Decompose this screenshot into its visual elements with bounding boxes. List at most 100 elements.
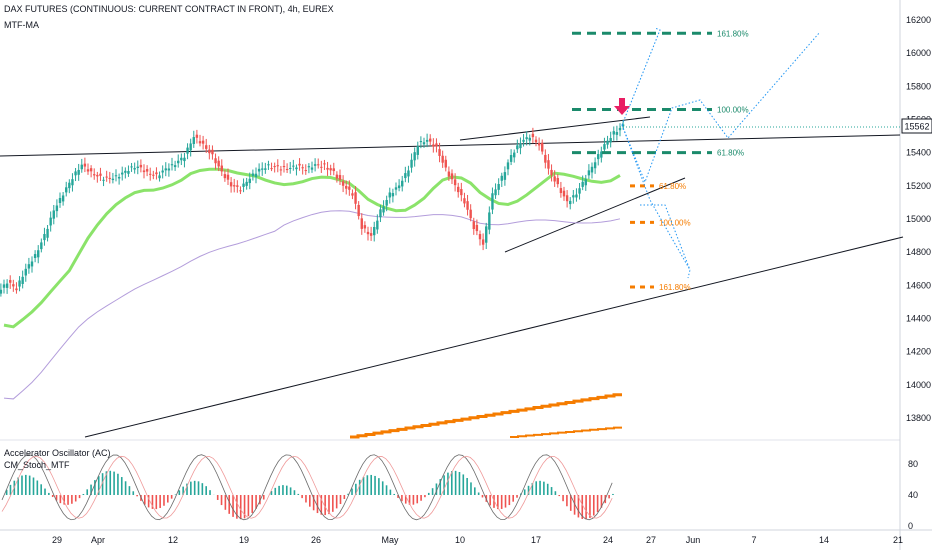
candle-body — [214, 158, 217, 164]
candle-body — [541, 142, 544, 152]
fib-label: 161.80% — [659, 283, 691, 292]
time-tick-label: 21 — [893, 535, 903, 545]
candle-body — [478, 234, 482, 240]
ac-bar — [159, 495, 161, 509]
ac-bar — [124, 481, 127, 495]
candle-body — [282, 165, 286, 168]
trendlines[interactable] — [0, 116, 904, 438]
candle-body — [469, 209, 472, 219]
candle-body — [369, 233, 373, 236]
candle-body — [226, 174, 230, 180]
candle-body — [189, 143, 192, 151]
price-tick-label: 14200 — [906, 347, 931, 357]
candle-body — [615, 132, 619, 135]
ac-bar — [420, 495, 422, 501]
ac-bar — [274, 487, 277, 495]
fib-label: 61.80% — [659, 182, 686, 191]
candle-body — [621, 124, 625, 127]
candle-body — [139, 164, 143, 168]
ac-bar — [385, 485, 388, 495]
candle-body — [345, 186, 348, 189]
ac-bar — [500, 495, 503, 509]
ac-bar — [389, 489, 392, 495]
candle-body — [177, 160, 180, 164]
candle-body — [410, 159, 413, 168]
candle-body — [481, 239, 485, 245]
price-tick-label: 15000 — [906, 214, 931, 224]
projection-path — [621, 124, 691, 279]
candle-body — [236, 185, 239, 187]
candle-body — [33, 254, 37, 258]
ac-bar — [466, 477, 468, 495]
ac-bar — [309, 495, 311, 507]
ac-bar — [408, 495, 411, 505]
candle-body — [354, 192, 357, 204]
candle-body — [121, 172, 124, 175]
ac-bar — [393, 493, 396, 495]
candle-body — [450, 173, 454, 180]
ac-bar — [97, 476, 100, 495]
candle-body — [245, 181, 248, 186]
ac-bar — [285, 485, 288, 495]
candle-body — [441, 155, 444, 163]
projection-paths[interactable] — [621, 27, 821, 279]
oscillator-axis[interactable]: 0 40 80 — [908, 459, 918, 531]
candle-body — [357, 204, 360, 217]
ac-bar — [527, 485, 530, 495]
time-tick-label: Jun — [686, 535, 701, 545]
fib-levels[interactable]: 161.80% 100.00% 61.80% 61.80% 100.00% 161.80% — [572, 29, 749, 292]
time-tick-label: 14 — [819, 535, 829, 545]
candle-body — [382, 206, 385, 213]
candle-body — [77, 169, 80, 175]
time-tick-label: 10 — [455, 535, 465, 545]
candle-body — [491, 193, 494, 210]
candle-body — [257, 168, 261, 172]
chart-title: DAX FUTURES (CONTINUOUS: CURRENT CONTRAC… — [4, 4, 334, 14]
ac-bar — [94, 480, 96, 495]
ac-bar — [51, 495, 54, 498]
orange-step-upper — [350, 393, 622, 439]
candle-body — [198, 141, 202, 144]
candle-body — [494, 189, 497, 196]
candle-body — [242, 183, 245, 187]
price-axis[interactable]: 13800 14000 14200 14400 14600 14800 15000 15200… — [906, 15, 931, 423]
ac-bar — [404, 495, 407, 504]
wedge-lower-line[interactable] — [504, 177, 686, 253]
candle-body — [391, 193, 395, 197]
long-support-line[interactable] — [84, 236, 904, 438]
candle-body — [500, 175, 503, 181]
candle-body — [351, 193, 354, 196]
candle-body — [475, 224, 479, 232]
candle-body — [161, 170, 164, 173]
ac-bar — [9, 484, 12, 495]
oscillator-label: Accelerator Oscillator (AC) — [4, 448, 111, 458]
candle-body — [547, 160, 550, 169]
wedge-upper-line[interactable] — [459, 116, 651, 141]
ac-bar — [577, 495, 580, 518]
ac-bar — [443, 475, 445, 495]
candle-body — [562, 190, 566, 197]
candle-body — [401, 180, 404, 187]
ac-bar — [470, 482, 472, 495]
candle-body — [217, 160, 220, 167]
ac-bar — [182, 486, 184, 495]
ac-bar — [358, 479, 361, 495]
candle-body — [457, 186, 460, 193]
candle-body — [348, 186, 351, 190]
time-axis[interactable]: 29 Apr 12 19 26 May 10 17 24 27 Jun 7 14 21 — [52, 535, 903, 545]
ac-bar — [512, 495, 514, 502]
ac-bar — [343, 495, 346, 500]
candle-body — [397, 185, 401, 189]
candle-body — [15, 288, 18, 291]
ac-bar — [105, 471, 108, 495]
ac-bar — [328, 495, 330, 515]
price-tick-label: 14800 — [906, 247, 931, 257]
candle-body — [323, 163, 326, 165]
candle-body — [332, 168, 335, 172]
candle-body — [292, 165, 295, 167]
horizontal-resistance-line[interactable] — [0, 134, 901, 157]
candle-body — [208, 149, 211, 154]
ac-bar — [489, 495, 491, 506]
candle-body — [606, 140, 609, 145]
